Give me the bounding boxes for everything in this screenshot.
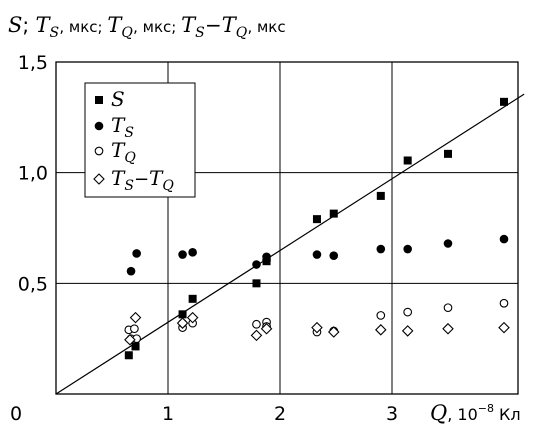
data-point-series-3 — [186, 311, 199, 324]
data-point-series-1 — [329, 251, 339, 260]
data-point-series-0 — [262, 257, 271, 266]
data-point-series-3 — [375, 324, 387, 336]
axes — [55, 61, 519, 395]
data-point-series-1 — [403, 244, 412, 254]
legend-label: TS−TQ — [111, 166, 174, 194]
data-point-series-2 — [499, 298, 509, 308]
data-point-series-1 — [188, 248, 197, 257]
data-point-series-0 — [376, 191, 385, 200]
data-point-series-1 — [499, 234, 509, 244]
data-point-series-3 — [311, 321, 323, 334]
data-point-series-3 — [498, 321, 510, 334]
y-tick-label: 1,0 — [18, 163, 48, 185]
legend-marker — [95, 96, 103, 104]
data-point-series-3 — [327, 326, 340, 338]
data-point-series-2 — [130, 324, 139, 334]
data-point-series-0 — [124, 351, 133, 360]
legend-marker — [93, 173, 105, 185]
data-point-series-2 — [252, 319, 261, 329]
data-points — [124, 97, 510, 360]
x-tick-label: 3 — [386, 403, 398, 425]
data-point-series-3 — [176, 317, 189, 329]
chart-title: S; TS , мкс; TQ , мкс; TS −TQ , мкс — [8, 13, 286, 41]
data-point-series-3 — [129, 311, 142, 324]
data-point-series-0 — [252, 279, 261, 288]
data-point-series-1 — [376, 244, 386, 254]
title-text: S; TS , мкс; TQ , мкс; TS −TQ , мкс — [8, 13, 286, 41]
data-point-series-2 — [376, 311, 386, 320]
x-tick-label: 0 — [10, 403, 22, 425]
legend-marker — [94, 146, 104, 156]
data-point-series-0 — [500, 97, 508, 106]
x-tick-label: 1 — [162, 403, 174, 425]
legend-marker — [94, 121, 104, 131]
data-point-series-0 — [403, 156, 412, 165]
x-tick-label: 2 — [274, 403, 286, 425]
data-point-series-3 — [442, 322, 454, 335]
legend-label: TQ — [111, 138, 136, 166]
data-point-series-3 — [401, 325, 414, 337]
data-point-series-0 — [329, 209, 338, 218]
x-axis-label-text: Q, 10−8 Кл — [430, 401, 521, 425]
plot-frame — [55, 61, 519, 395]
data-point-series-3 — [260, 322, 273, 335]
y-tick-labels: 0,5 1,0 1,5 — [18, 52, 48, 295]
data-point-series-1 — [126, 266, 136, 276]
data-point-series-0 — [312, 215, 321, 224]
data-point-series-1 — [178, 250, 187, 259]
data-point-series-2 — [443, 303, 453, 313]
y-tick-label: 0,5 — [18, 273, 48, 295]
data-point-series-1 — [443, 239, 453, 248]
x-axis-label: Q, 10−8 Кл — [430, 401, 521, 425]
x-tick-labels: 0 1 2 3 — [10, 403, 398, 425]
legend-label: TS — [111, 113, 134, 141]
data-point-series-1 — [252, 260, 261, 269]
data-point-series-0 — [188, 294, 197, 303]
data-point-series-0 — [444, 149, 452, 158]
data-point-series-3 — [250, 329, 263, 342]
data-point-series-2 — [403, 307, 413, 317]
data-point-series-1 — [132, 249, 141, 258]
data-point-series-1 — [312, 250, 322, 259]
data-point-series-0 — [131, 342, 140, 351]
y-tick-label: 1,5 — [18, 52, 48, 74]
data-point-series-0 — [178, 310, 187, 319]
data-point-series-3 — [124, 333, 136, 346]
legend-label: S — [111, 87, 125, 111]
